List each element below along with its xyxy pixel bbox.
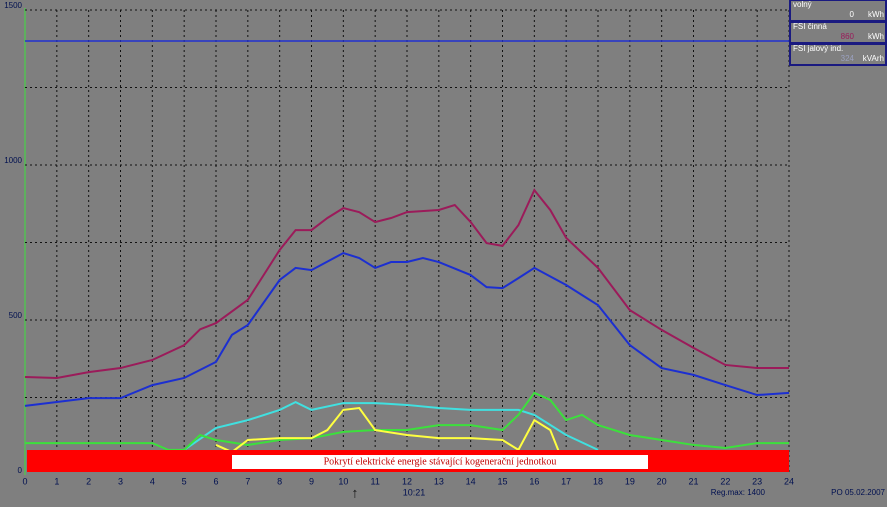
legend-value: 0 <box>850 10 855 19</box>
series-line <box>24 251 790 407</box>
y-tick-label: 1500 <box>4 1 22 10</box>
y-tick-label: 500 <box>9 311 23 320</box>
regmax-label: Reg.max: 1400 <box>711 488 766 497</box>
x-tick-label: 12 <box>402 476 412 486</box>
date: PO 05.02.2007 <box>831 488 885 497</box>
x-tick-label: 7 <box>245 476 250 486</box>
x-tick-label: 18 <box>593 476 603 486</box>
legend-label: FSI jalový ind. <box>793 44 843 53</box>
x-tick-label: 15 <box>497 476 507 486</box>
legend-label: FSI činná <box>793 22 827 31</box>
x-tick-label: 16 <box>529 476 539 486</box>
x-tick-label: 3 <box>118 476 123 486</box>
x-tick-label: 4 <box>150 476 155 486</box>
x-tick-label: 13 <box>434 476 444 486</box>
x-tick-label: 10 <box>338 476 348 486</box>
x-tick-label: 1 <box>54 476 59 486</box>
x-tick-label: 11 <box>370 476 379 486</box>
legend-label: volný <box>793 0 812 9</box>
banner-box <box>232 455 648 469</box>
x-tick-label: 0 <box>22 476 27 486</box>
x-tick-label: 19 <box>625 476 635 486</box>
x-tick-label: 17 <box>561 476 571 486</box>
series-line <box>25 391 789 451</box>
y-tick-label: 1000 <box>4 156 22 165</box>
x-tick-label: 21 <box>688 476 698 486</box>
x-tick-label: 5 <box>182 476 187 486</box>
x-tick-label: 14 <box>466 476 476 486</box>
x-tick-label: 20 <box>657 476 667 486</box>
x-tick-label: 22 <box>720 476 730 486</box>
x-tick-label: 8 <box>277 476 282 486</box>
x-tick-label: 6 <box>213 476 218 486</box>
legend-unit: kWh <box>868 10 884 19</box>
y-tick-label: 0 <box>18 466 23 475</box>
legend-unit: kWh <box>868 32 884 41</box>
x-tick-label: 23 <box>752 476 762 486</box>
legend-box <box>789 43 887 66</box>
cursor-arrow: ↑ <box>352 485 359 501</box>
cursor-time: 10:21 <box>403 487 426 497</box>
banner-text: Pokrytí elektrické energie stávající kog… <box>324 456 557 467</box>
series-line <box>215 406 568 471</box>
legend-value: 860 <box>841 32 855 41</box>
legend-unit: kVArh <box>863 54 884 63</box>
legend-value: 324 <box>841 54 855 63</box>
x-tick-label: 24 <box>784 476 794 486</box>
x-tick-label: 9 <box>309 476 314 486</box>
series-line <box>183 401 599 451</box>
series-line <box>24 188 789 379</box>
x-tick-label: 2 <box>86 476 91 486</box>
